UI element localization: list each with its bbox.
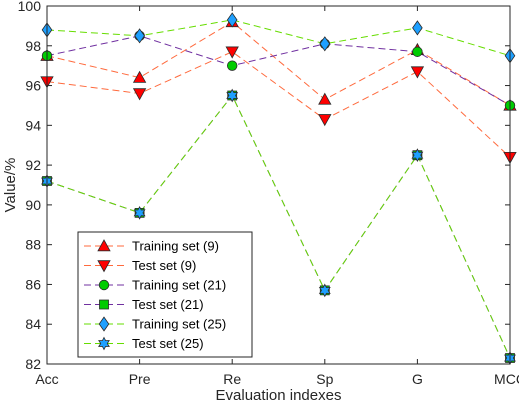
data-point (132, 70, 147, 83)
legend-marker (97, 239, 111, 252)
data-point (412, 20, 423, 36)
series-line (46, 51, 511, 158)
legend: Training set (9) Test set (9) Training set… (77, 231, 253, 358)
series-line (46, 35, 511, 106)
x-tick-label: MCC (494, 371, 519, 387)
legend-marker (99, 299, 109, 310)
series-line (46, 21, 511, 106)
y-tick-label: 86 (25, 276, 41, 292)
data-point (318, 283, 331, 298)
data-point (318, 114, 332, 127)
series-line (46, 94, 511, 359)
y-tick-label: 100 (18, 0, 42, 14)
legend-marker (97, 260, 111, 273)
x-tick-label: G (412, 371, 423, 387)
x-tick-label: Pre (129, 371, 151, 387)
y-tick-label: 96 (25, 78, 41, 94)
legend-box (77, 231, 253, 358)
data-point (226, 12, 238, 28)
y-tick-label: 94 (25, 117, 41, 133)
legend-label: Test set (21) (132, 297, 204, 312)
legend-label: Training set (25) (132, 317, 226, 332)
data-point (226, 88, 239, 103)
legend-label: Training set (9) (132, 239, 219, 254)
series-line (46, 19, 511, 57)
legend-label: Training set (21) (132, 278, 226, 293)
data-point (133, 205, 146, 220)
x-tick-label: Acc (35, 371, 58, 387)
data-point (134, 28, 145, 44)
y-tick-label: 82 (25, 356, 41, 372)
y-axis: 82 84 86 88 90 92 94 96 98 100 (18, 0, 510, 372)
data-point (412, 46, 423, 57)
y-tick-label: 92 (25, 157, 41, 173)
data-point (411, 148, 424, 163)
legend-marker (98, 279, 110, 291)
legend-marker (98, 336, 110, 351)
legend-marker (98, 316, 110, 332)
y-tick-label: 90 (25, 197, 41, 213)
x-axis: Acc Pre Re Sp G MCC (35, 6, 519, 387)
data-point (410, 66, 425, 79)
data-point (226, 60, 238, 71)
legend-label: Test set (9) (132, 258, 196, 273)
x-axis-title: Evaluation indexes (216, 387, 342, 404)
y-tick-label: 88 (25, 237, 41, 253)
data-point (225, 46, 239, 59)
y-tick-label: 98 (25, 38, 41, 54)
x-tick-label: Re (223, 371, 241, 387)
series-lines (46, 19, 511, 359)
plot-frame (46, 5, 511, 365)
legend-label: Test set (25) (132, 336, 204, 351)
data-point (318, 92, 332, 105)
data-point (319, 36, 331, 52)
x-tick-label: Sp (316, 371, 333, 387)
data-point (132, 88, 147, 101)
y-tick-label: 84 (25, 316, 41, 332)
y-axis-title: Value/% (2, 158, 19, 213)
